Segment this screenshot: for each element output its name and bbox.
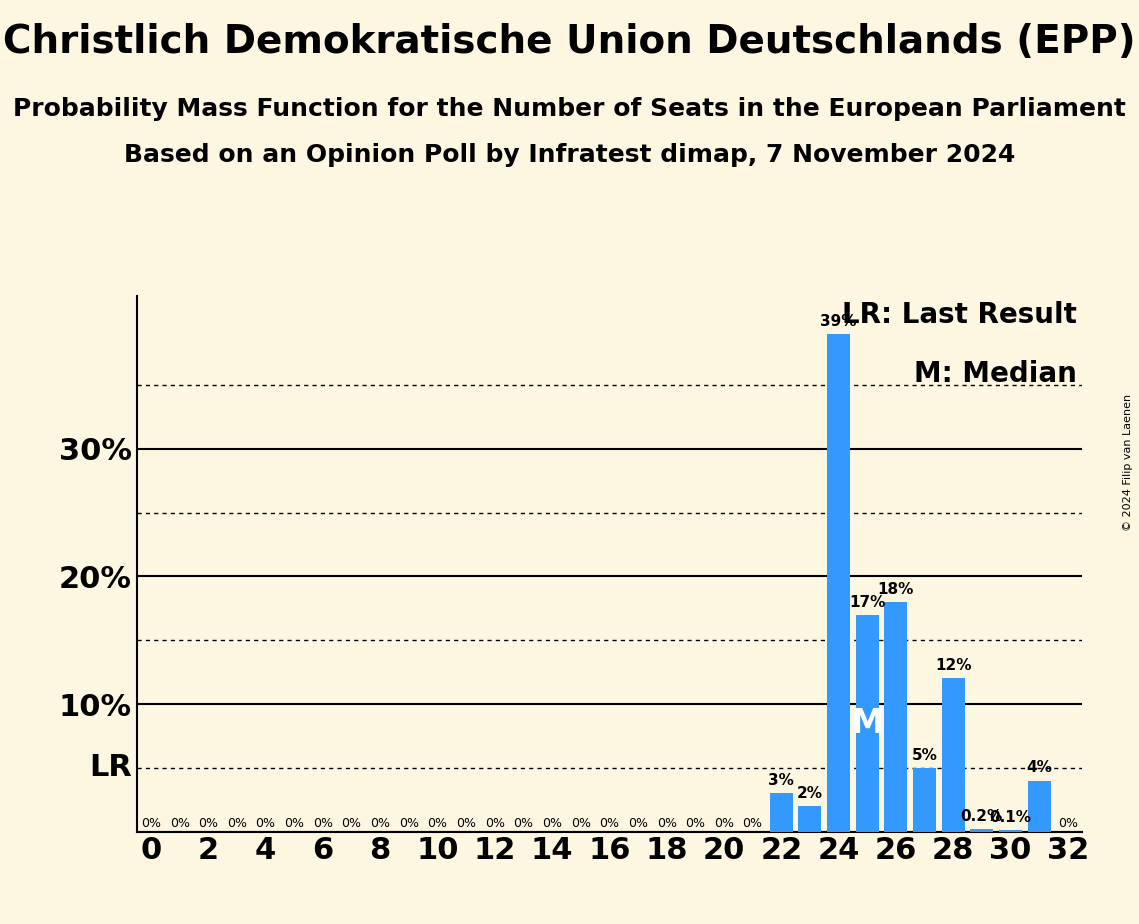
Bar	[942, 678, 965, 832]
Text: 0%: 0%	[456, 817, 476, 830]
Text: 0%: 0%	[599, 817, 620, 830]
Bar	[970, 829, 993, 832]
Text: 0%: 0%	[313, 817, 333, 830]
Text: 0%: 0%	[141, 817, 161, 830]
Text: 0%: 0%	[485, 817, 505, 830]
Text: Probability Mass Function for the Number of Seats in the European Parliament: Probability Mass Function for the Number…	[13, 97, 1126, 121]
Text: © 2024 Filip van Laenen: © 2024 Filip van Laenen	[1123, 394, 1133, 530]
Text: 0%: 0%	[342, 817, 361, 830]
Text: 17%: 17%	[849, 594, 885, 610]
Text: 0%: 0%	[628, 817, 648, 830]
Bar	[855, 614, 878, 832]
Text: 2%: 2%	[797, 786, 822, 801]
Text: M: M	[851, 707, 884, 739]
Text: M: Median: M: Median	[915, 360, 1077, 388]
Text: 0%: 0%	[255, 817, 276, 830]
Text: 0%: 0%	[227, 817, 247, 830]
Text: 12%: 12%	[935, 659, 972, 674]
Bar	[1027, 781, 1050, 832]
Text: Based on an Opinion Poll by Infratest dimap, 7 November 2024: Based on an Opinion Poll by Infratest di…	[124, 143, 1015, 167]
Bar	[913, 768, 936, 832]
Text: 18%: 18%	[878, 582, 913, 597]
Text: 0%: 0%	[571, 817, 591, 830]
Text: 0%: 0%	[198, 817, 219, 830]
Bar	[827, 334, 850, 832]
Text: 3%: 3%	[769, 773, 794, 788]
Text: 5%: 5%	[911, 748, 937, 762]
Text: 0%: 0%	[170, 817, 190, 830]
Text: 0%: 0%	[427, 817, 448, 830]
Bar	[770, 794, 793, 832]
Text: LR: LR	[89, 753, 132, 783]
Text: 4%: 4%	[1026, 760, 1052, 775]
Bar	[798, 806, 821, 832]
Text: 0%: 0%	[399, 817, 419, 830]
Text: 0.2%: 0.2%	[960, 808, 1003, 824]
Text: 0%: 0%	[743, 817, 763, 830]
Text: 0%: 0%	[686, 817, 705, 830]
Text: 0%: 0%	[1058, 817, 1077, 830]
Bar	[884, 602, 908, 832]
Text: 0%: 0%	[370, 817, 391, 830]
Text: 0%: 0%	[285, 817, 304, 830]
Text: 0.1%: 0.1%	[990, 810, 1032, 825]
Text: 0%: 0%	[514, 817, 533, 830]
Text: Christlich Demokratische Union Deutschlands (EPP): Christlich Demokratische Union Deutschla…	[3, 23, 1136, 61]
Bar	[999, 831, 1022, 832]
Text: 0%: 0%	[542, 817, 562, 830]
Text: LR: Last Result: LR: Last Result	[843, 301, 1077, 329]
Text: 0%: 0%	[657, 817, 677, 830]
Text: 0%: 0%	[714, 817, 734, 830]
Text: 39%: 39%	[820, 314, 857, 329]
